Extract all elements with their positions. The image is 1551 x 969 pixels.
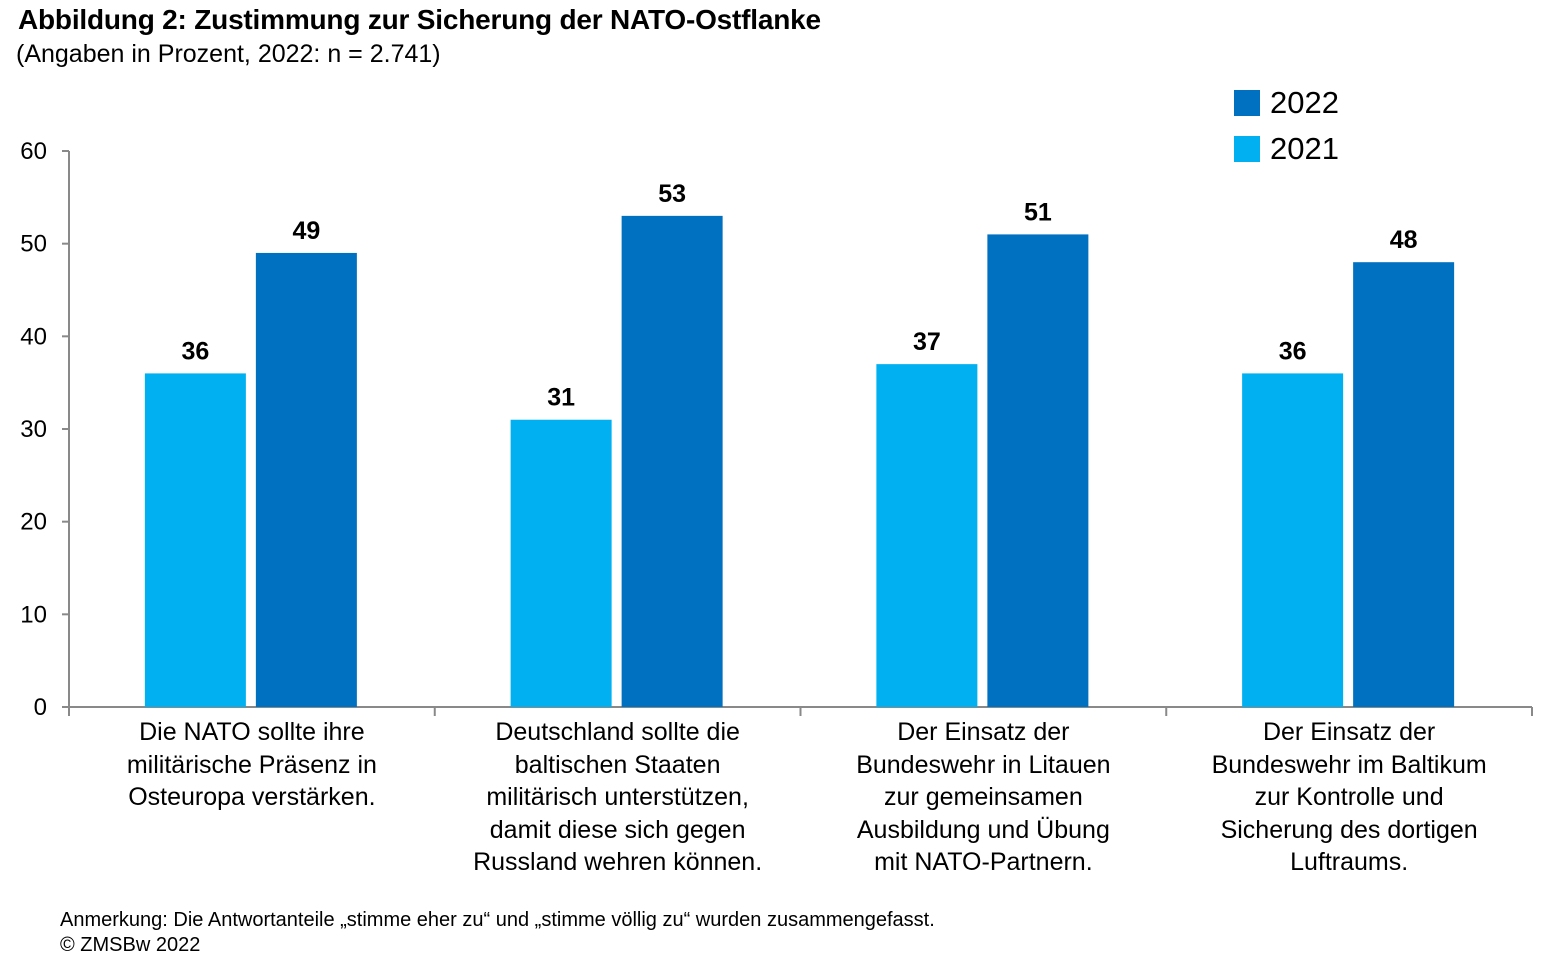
x-category-label-line: Der Einsatz der <box>1262 718 1436 746</box>
data-label-2022: 53 <box>658 180 686 208</box>
x-category-label-line: Luftraums. <box>1290 848 1409 876</box>
x-category-label-line: Bundeswehr in Litauen <box>856 750 1111 779</box>
x-category-label-line: Ausbildung und Übung <box>856 815 1110 844</box>
x-category-label: Die NATO sollte ihre militärische Präsenz… <box>87 716 417 814</box>
x-category-label: Deutschland sollte die baltischen Staaten… <box>453 716 783 879</box>
x-category-label-line: damit diese sich gegen <box>489 815 746 844</box>
y-tick-label: 30 <box>20 416 47 443</box>
chart-subtitle: (Angaben in Prozent, 2022: n = 2.741) <box>16 40 441 68</box>
x-category-label-line: mit NATO-Partnern. <box>874 848 1093 876</box>
x-category-label-line: Osteuropa verstärken. <box>128 783 376 811</box>
chart-title: Abbildung 2: Zustimmung zur Sicherung de… <box>18 4 821 35</box>
legend-swatch-2021 <box>1234 136 1260 162</box>
x-category-label-line: Bundeswehr im Baltikum <box>1211 750 1487 779</box>
x-category-label-line: militärisch unterstützen, <box>486 783 749 811</box>
x-category-label-line: Die NATO sollte ihre <box>139 718 365 746</box>
data-label-2022: 48 <box>1390 226 1418 254</box>
y-tick-label: 10 <box>20 601 47 628</box>
x-category-label-line: Russland wehren können. <box>473 848 763 876</box>
y-tick-label: 20 <box>20 509 47 536</box>
bar-2021 <box>144 373 246 707</box>
x-category-label-line: zur Kontrolle und <box>1254 783 1444 811</box>
bar-2022 <box>621 215 723 707</box>
legend-swatch-2022 <box>1234 90 1260 116</box>
x-category-label-line: Deutschland sollte die <box>495 718 740 746</box>
legend-label-2022: 2022 <box>1270 85 1339 120</box>
legend-item-2021: 2021 <box>1234 126 1339 172</box>
y-tick-label: 60 <box>20 138 47 165</box>
x-category-label-line: Sicherung des dortigen <box>1220 815 1478 844</box>
legend-item-2022: 2022 <box>1234 80 1339 126</box>
x-category-label-line: zur gemeinsamen <box>884 783 1083 811</box>
data-label-2021: 31 <box>547 384 575 412</box>
legend-label-2021: 2021 <box>1270 131 1339 166</box>
x-category-label-line: militärische Präsenz in <box>126 750 377 779</box>
x-category-label-line: Der Einsatz der <box>897 718 1070 746</box>
x-category-label: Der Einsatz der Bundeswehr in Litauen zur … <box>818 716 1148 879</box>
bar-2022 <box>255 252 357 707</box>
y-tick-label: 0 <box>34 694 47 721</box>
data-label-2021: 37 <box>913 328 941 356</box>
data-label-2022: 49 <box>292 217 320 245</box>
x-category-label: Der Einsatz der Bundeswehr im Baltikum zur… <box>1184 716 1514 879</box>
data-label-2021: 36 <box>181 337 209 365</box>
bar-2022 <box>1353 262 1455 707</box>
y-tick-label: 50 <box>20 231 47 258</box>
bar-2022 <box>987 234 1089 707</box>
footnote-copyright: © ZMSBw 2022 <box>60 934 201 956</box>
bar-2021 <box>876 364 978 707</box>
y-tick-label: 40 <box>20 323 47 350</box>
bar-2021 <box>1242 373 1344 707</box>
data-label-2021: 36 <box>1279 337 1307 365</box>
footnote: Anmerkung: Die Antwortanteile „stimme eh… <box>60 908 935 958</box>
bar-2021 <box>510 419 612 707</box>
data-label-2022: 51 <box>1024 198 1052 226</box>
footnote-note: Anmerkung: Die Antwortanteile „stimme eh… <box>60 909 935 931</box>
legend: 2022 2021 <box>1234 80 1339 172</box>
x-category-label-line: baltischen Staaten <box>514 750 721 779</box>
